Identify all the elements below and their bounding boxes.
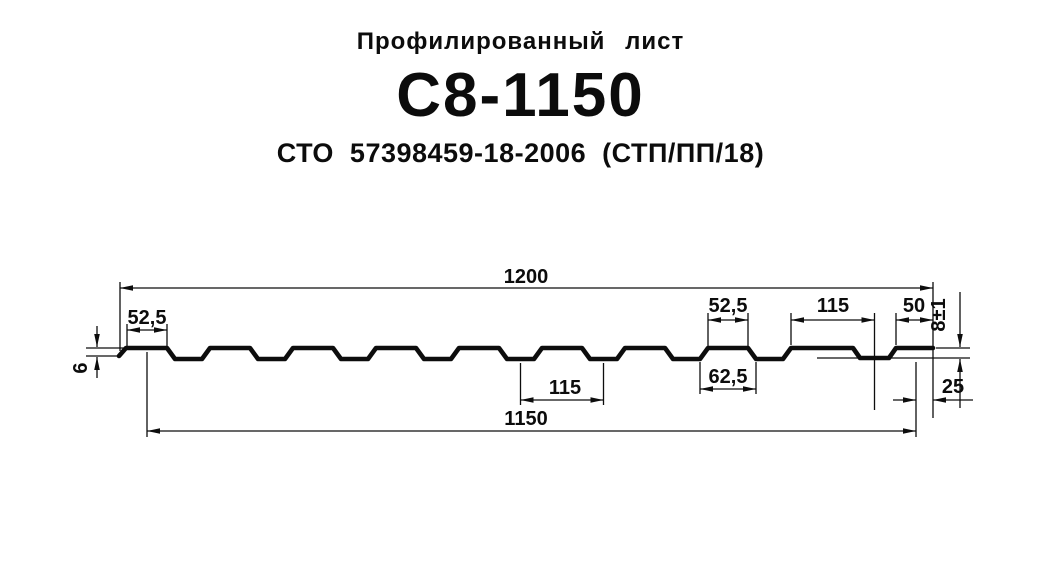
product-type-title: Профилированный лист xyxy=(356,28,685,55)
dim-rib-pitch-top: 115 xyxy=(817,295,849,317)
sheet-profile-outline xyxy=(116,345,936,362)
dim-rib-top-width-left: 52,5 xyxy=(128,307,167,329)
dim-profile-height: 8±1 xyxy=(928,298,950,331)
dimension-lines xyxy=(94,285,973,434)
dim-rib-bottom-width: 62,5 xyxy=(709,366,748,388)
dim-overlap-to-edge: 25 xyxy=(942,376,964,398)
dim-rib-top-width-right: 52,5 xyxy=(709,295,748,317)
profile-model-title: С8-1150 xyxy=(396,61,645,130)
standard-reference: СТО 57398459-18-2006 (СТП/ПП/18) xyxy=(276,138,765,168)
dim-left-edge-height: 6 xyxy=(70,362,92,373)
dim-working-width: 1150 xyxy=(504,408,547,430)
dim-groove-to-edge: 50 xyxy=(903,295,925,317)
dimension-labels: 1200 52,5 52,5 115 50 62,5 115 1150 25 8… xyxy=(70,266,964,430)
dim-rib-pitch-bottom: 115 xyxy=(549,377,581,399)
dim-overall-width: 1200 xyxy=(504,266,549,288)
